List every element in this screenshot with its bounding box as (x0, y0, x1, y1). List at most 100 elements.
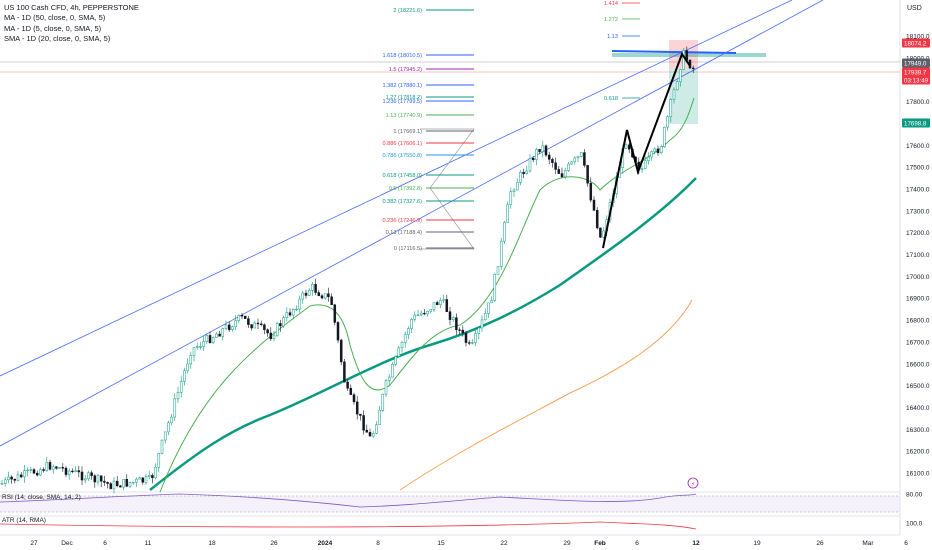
legend-sma20[interactable]: SMA - 1D (20, close, 0, SMA, 5) (4, 33, 111, 43)
resistance-highlight[interactable] (612, 53, 766, 57)
svg-text:17949.0: 17949.0 (904, 60, 927, 67)
fib-level[interactable]: 1 (17669.1) (393, 129, 474, 135)
fib-level[interactable]: 1.27 (17818.2) (386, 95, 474, 101)
atr-label[interactable]: ATR (14, RMA) (2, 517, 46, 524)
fib-level[interactable]: 0.5 (17392.8) (389, 186, 474, 192)
candle (320, 293, 324, 300)
candle (144, 473, 148, 485)
price-scale-label: 18100.0 (906, 34, 930, 41)
candle (445, 294, 449, 313)
fib-level[interactable]: 0.13 (17188.4) (386, 230, 474, 236)
price-scale-label: 16900.0 (906, 296, 930, 303)
fib-level[interactable]: 1.5 (17945.2) (389, 67, 474, 73)
candle (391, 362, 394, 378)
fib-right-lines[interactable]: 1.414 1.272 1.13 0.618 (604, 1, 640, 102)
candle (464, 330, 468, 347)
fib-level[interactable]: 0.618 (17458.0) (383, 173, 475, 179)
fib-right-level[interactable]: 1.272 (604, 17, 640, 23)
candle (538, 149, 541, 154)
candle (7, 471, 10, 484)
candle (570, 160, 573, 165)
candle (250, 323, 253, 331)
rsi-label[interactable]: RSI (14, close, SMA, 14, 2) (2, 494, 81, 501)
fib-level-label: 0.5 (17392.8) (389, 186, 422, 192)
fib-level-label: 1.618 (18010.5) (383, 53, 423, 59)
candle (311, 282, 314, 296)
candle (298, 295, 301, 313)
candle (419, 310, 423, 317)
candle (125, 474, 129, 488)
fib-level[interactable]: 0.382 (17327.6) (383, 199, 475, 205)
zigzag-pattern[interactable] (602, 51, 691, 249)
candle (151, 473, 154, 484)
fib-right-level[interactable]: 1.13 (607, 34, 640, 40)
candle (243, 315, 247, 320)
candle (218, 330, 221, 337)
fib-level[interactable]: 0.236 (17246.9) (383, 218, 475, 224)
legend-ma5[interactable]: MA - 1D (5, close, 0, SMA, 5) (4, 23, 102, 33)
candle (480, 315, 484, 332)
time-scale-label: 27 (30, 540, 38, 547)
legend-ma50[interactable]: MA - 1D (50, close, 0, SMA, 5) (4, 13, 106, 23)
candle (35, 470, 39, 477)
candle (384, 379, 388, 398)
sma-1d-20[interactable] (399, 299, 693, 491)
fib-level[interactable]: 1.382 (17880.1) (383, 83, 475, 89)
candle (266, 328, 269, 337)
candlestick-series[interactable] (0, 46, 695, 494)
time-scale-label: Mar (862, 540, 874, 547)
candle (467, 339, 471, 346)
fib-level[interactable]: 0.886 (17606.1) (383, 141, 475, 147)
candle (301, 290, 305, 304)
candle (202, 336, 205, 351)
ma-1d-50[interactable] (149, 177, 697, 491)
price-tag: 03:13:49 (902, 75, 930, 85)
resistance-trendline[interactable] (611, 50, 737, 54)
fib-level[interactable]: 2 (18221.6) (393, 8, 474, 14)
candle (439, 297, 442, 309)
ma-1d-5[interactable] (159, 97, 695, 493)
legend: US 100 Cash CFD, 4h, PEPPERSTONE MA - 1D… (4, 3, 139, 44)
event-badge[interactable] (687, 477, 699, 489)
candle (429, 308, 433, 314)
fib-level[interactable]: 1.236 (17799.5) (383, 99, 475, 105)
fib-level[interactable]: 0.786 (17550.8) (383, 153, 475, 159)
candle (663, 126, 666, 148)
legend-symbol[interactable]: US 100 Cash CFD, 4h, PEPPERSTONE (4, 3, 139, 12)
fib-level[interactable]: 1.13 (17740.9) (386, 113, 474, 119)
channel-lower-line[interactable] (0, 0, 824, 447)
candle (451, 315, 455, 322)
candle (461, 325, 465, 337)
time-scale-label: Feb (594, 540, 606, 547)
candle (163, 431, 167, 444)
candle (551, 157, 554, 168)
fib-level[interactable]: 0 (17116.5) (394, 246, 474, 252)
candle (10, 475, 13, 484)
candle (323, 293, 327, 301)
candle (378, 406, 381, 425)
rsi-line[interactable] (0, 493, 697, 508)
candle (682, 48, 685, 71)
fib-right-level[interactable]: 0.618 (604, 96, 640, 102)
candle (64, 466, 68, 478)
candle (567, 161, 570, 172)
fib-level-label: 0.618 (17458.0) (383, 173, 423, 179)
channel-upper-line[interactable] (0, 0, 793, 377)
candle (602, 227, 605, 239)
atr-line[interactable] (0, 521, 697, 530)
candle (483, 308, 487, 321)
candle (535, 147, 538, 166)
fib-right-level[interactable]: 1.414 (604, 1, 640, 7)
candle (263, 323, 266, 335)
currency-label[interactable]: USD (907, 5, 922, 12)
time-scale-label: 11 (145, 540, 152, 547)
price-scale-label: 16300.0 (906, 427, 930, 434)
candle (339, 338, 343, 366)
price-scale[interactable]: 18100.018000.017900.017800.017700.017600… (906, 34, 930, 478)
fib-level[interactable]: 1.618 (18010.5) (383, 53, 475, 59)
fib-extension-lines[interactable]: 2 (18221.6) 1.618 (18010.5) 1.5 (17945.2) 1… (383, 8, 475, 252)
time-scale[interactable]: 27 Dec 6 11 18 26 2024 8 15 22 29 Feb 6 12 19 26 Mar 6 (30, 540, 908, 547)
price-scale-label: 16400.0 (906, 405, 930, 412)
